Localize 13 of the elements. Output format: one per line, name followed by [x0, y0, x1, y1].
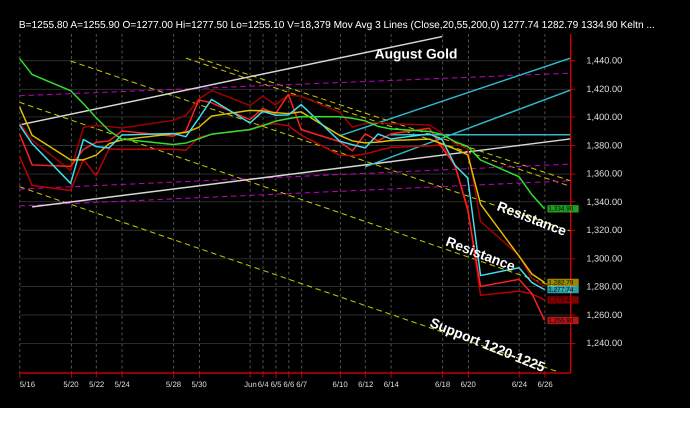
y-tick-label: 1,360.00 [586, 168, 622, 179]
y-tick-label: 1,400.00 [586, 112, 622, 122]
y-tick-label: 1,340.00 [586, 196, 622, 207]
annotation: August Gold [374, 45, 458, 62]
y-tick-label: 1,240.00 [586, 338, 622, 348]
chart-title: B=1255.80 A=1255.90 O=1277.00 Hi=1277.50 Lo=1255.10 V=18,379 Mov Avg 3 Lines (Close,20,55,200,0) 1277.74 1282.79 1334.90 Keltn ... [18, 20, 655, 32]
y-tick-label: 1,380.00 [586, 140, 622, 150]
y-tick-label: 1,300.00 [586, 253, 622, 264]
y-tick-label: 1,320.00 [586, 225, 622, 236]
y-tick-label: 1,420.00 [586, 84, 622, 94]
y-tick-label: 1,280.00 [586, 282, 622, 292]
y-tick-label: 1,440.00 [586, 56, 622, 66]
y-tick-label: 1,260.00 [586, 310, 622, 320]
